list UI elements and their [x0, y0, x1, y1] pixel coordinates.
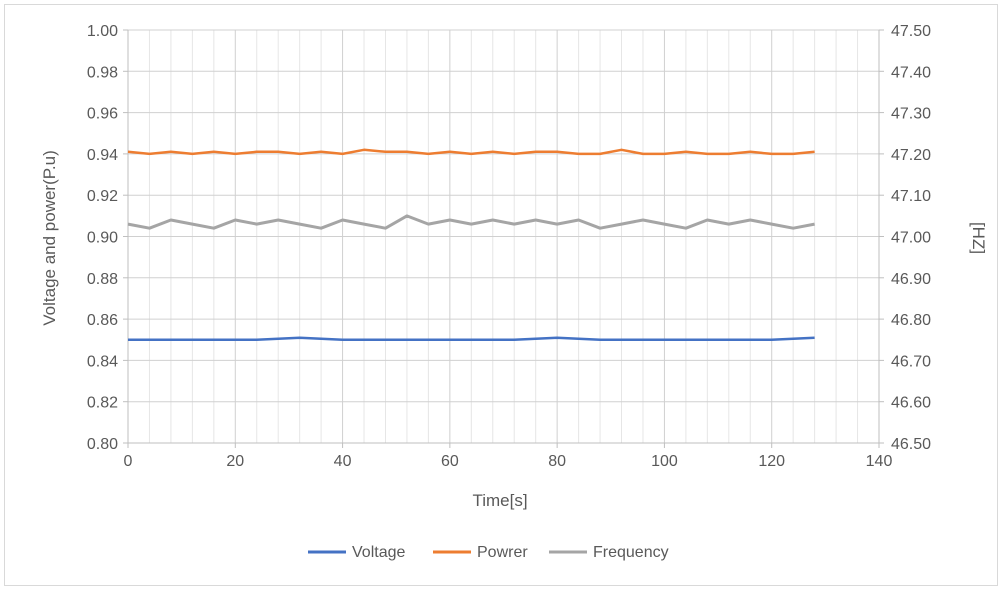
y2-tick-label: 46.90 [891, 271, 931, 288]
series-line-voltage [128, 336, 815, 342]
x-tick-label: 40 [334, 453, 352, 470]
y-tick-label: 0.92 [87, 188, 118, 205]
x-tick-label: 140 [866, 453, 893, 470]
y2-tick-label: 46.70 [891, 353, 931, 370]
chart-frame: 0 20 40 60 80 100 120 140 0.80 0.82 0.84 0.86 0.88 0… [4, 4, 998, 586]
legend-label: Voltage [352, 544, 405, 561]
y-axis-label: Voltage and power(P.u) [40, 150, 59, 325]
series-lines [127, 148, 815, 342]
legend: Voltage Powrer Frequency [308, 544, 669, 561]
y2-tick-label: 46.80 [891, 312, 931, 329]
y-tick-label: 0.88 [87, 271, 118, 288]
y2-tick-label: 47.50 [891, 23, 931, 40]
y2-tick-label: 47.30 [891, 106, 931, 123]
y2-tick-label: 46.50 [891, 436, 931, 453]
y-tick-label: 0.80 [87, 436, 118, 453]
legend-label: Frequency [593, 544, 669, 561]
x-tick-label: 0 [124, 453, 133, 470]
legend-label: Powrer [477, 544, 528, 561]
x-tick-labels: 0 20 40 60 80 100 120 140 [124, 453, 893, 470]
major-gridlines [128, 29, 880, 443]
y2-tick-labels: 46.50 46.60 46.70 46.80 46.90 47.00 47.10 47.20… [891, 23, 931, 453]
y2-tick-label: 47.00 [891, 230, 931, 247]
series-line-frequency [127, 214, 815, 230]
x-tick-label: 100 [651, 453, 678, 470]
x-tick-label: 20 [226, 453, 244, 470]
series-line-powrer [127, 148, 815, 156]
x-tick-label: 60 [441, 453, 459, 470]
x-tick-label: 120 [758, 453, 785, 470]
y-tick-label: 0.98 [87, 64, 118, 81]
y2-tick-label: 47.40 [891, 64, 931, 81]
y-tick-label: 1.00 [87, 23, 118, 40]
y-tick-label: 0.94 [87, 147, 118, 164]
y-tick-label: 0.82 [87, 395, 118, 412]
y2-tick-label: 47.20 [891, 147, 931, 164]
y2-axis-label: [HZ] [969, 222, 988, 254]
axes [123, 29, 884, 448]
y-tick-label: 0.84 [87, 353, 118, 370]
x-tick-label: 80 [548, 453, 566, 470]
y-tick-label: 0.86 [87, 312, 118, 329]
legend-item-powrer: Powrer [433, 544, 528, 561]
x-axis-label: Time[s] [472, 491, 527, 510]
legend-item-frequency: Frequency [549, 544, 669, 561]
y-tick-labels: 0.80 0.82 0.84 0.86 0.88 0.90 0.92 0.94 0.96 0.98… [87, 23, 118, 453]
y2-tick-label: 46.60 [891, 395, 931, 412]
y-tick-label: 0.96 [87, 106, 118, 123]
y2-tick-label: 47.10 [891, 188, 931, 205]
chart-svg: 0 20 40 60 80 100 120 140 0.800.820.840.860.880… [40, 23, 988, 561]
y-tick-label: 0.90 [87, 230, 118, 247]
legend-item-voltage: Voltage [308, 544, 405, 561]
